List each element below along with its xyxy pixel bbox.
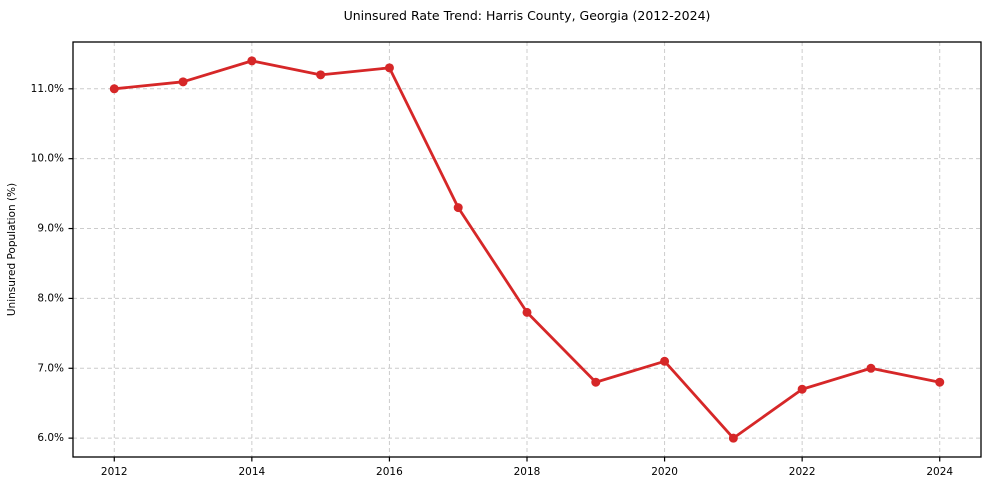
data-point	[591, 377, 601, 387]
x-tick-label: 2014	[238, 466, 265, 478]
y-tick-label: 8.0%	[37, 292, 64, 304]
x-tick-label: 2012	[101, 466, 128, 478]
x-tick-label: 2020	[651, 466, 678, 478]
x-tick-label: 2022	[789, 466, 816, 478]
data-point	[866, 363, 876, 373]
data-point	[316, 70, 326, 80]
data-point	[797, 384, 807, 394]
x-tick-label: 2018	[514, 466, 541, 478]
data-point	[935, 377, 945, 387]
data-point	[453, 203, 463, 213]
x-tick-label: 2016	[376, 466, 403, 478]
y-tick-label: 9.0%	[37, 223, 64, 235]
y-tick-label: 7.0%	[37, 362, 64, 374]
data-point	[384, 63, 394, 73]
y-tick-label: 10.0%	[31, 153, 64, 165]
data-point	[728, 433, 738, 443]
y-tick-label: 6.0%	[37, 432, 64, 444]
y-tick-label: 11.0%	[31, 83, 64, 95]
x-tick-label: 2024	[926, 466, 953, 478]
y-axis-label: Uninsured Population (%)	[6, 183, 18, 316]
data-point	[660, 356, 670, 366]
data-point	[247, 56, 257, 66]
chart-title: Uninsured Rate Trend: Harris County, Geo…	[343, 8, 711, 23]
data-point	[522, 307, 532, 317]
data-point	[109, 84, 119, 94]
data-point	[178, 77, 188, 87]
